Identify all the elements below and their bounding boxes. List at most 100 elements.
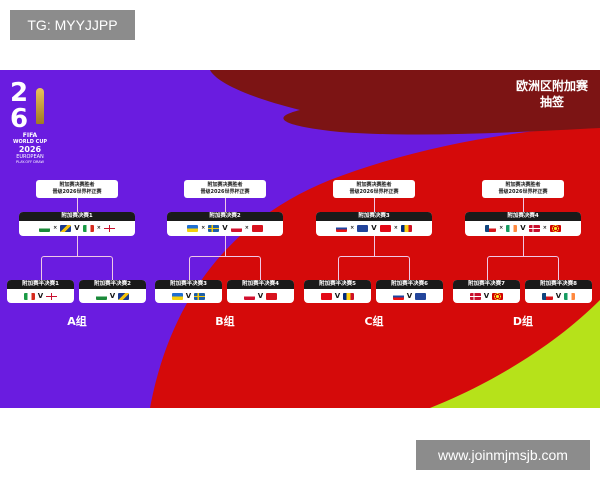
flag-svk-icon: [336, 224, 348, 232]
semifinal-label: 附加赛半决赛5: [304, 280, 371, 289]
flag-den-icon: [528, 224, 540, 232]
flag-bih-icon: [60, 224, 72, 232]
winner-line2: 晋级2026世界杯正赛: [52, 189, 102, 195]
semifinal-matchup: V: [155, 289, 222, 303]
versus-label: V: [257, 292, 264, 300]
flag-svk-icon: [392, 292, 404, 300]
semifinal-matchup: V: [227, 289, 294, 303]
bracket-connector: [338, 256, 410, 280]
semifinal-matchup: V: [376, 289, 443, 303]
winner-box: 附加赛决赛胜者 晋级2026世界杯正赛: [333, 180, 415, 198]
final-label: 附加赛决赛4: [465, 212, 581, 221]
flag-swe-icon: [208, 224, 220, 232]
final-matchup: × V ×: [316, 221, 432, 235]
times-icon: ×: [350, 225, 355, 231]
logo-line1: WORLD CUP: [12, 139, 48, 145]
versus-label: V: [483, 292, 490, 300]
times-icon: ×: [393, 225, 398, 231]
times-icon: ×: [542, 225, 547, 231]
winner-line1: 附加赛决赛胜者: [505, 181, 541, 188]
flag-wal-icon: [39, 224, 51, 232]
maroon-area: [210, 70, 600, 135]
connector-line: [225, 236, 226, 256]
semifinal-match-box: 附加赛半决赛6 V: [376, 280, 443, 303]
poster-title: 欧洲区附加赛 抽签: [516, 78, 588, 110]
connector-line: [523, 236, 524, 256]
winner-box: 附加赛决赛胜者 晋级2026世界杯正赛: [36, 180, 118, 198]
bracket-connector: [487, 256, 559, 280]
winner-line2: 晋级2026世界杯正赛: [200, 189, 250, 195]
final-label: 附加赛决赛1: [19, 212, 135, 221]
semifinal-matchup: V: [525, 289, 592, 303]
final-label: 附加赛决赛3: [316, 212, 432, 221]
watermark-bottom: www.joinmjmsjb.com: [416, 440, 590, 470]
group-label: A组: [67, 315, 87, 328]
final-match-box: 附加赛决赛4 × V ×: [465, 212, 581, 236]
winner-line2: 晋级2026世界杯正赛: [349, 189, 399, 195]
final-matchup: × V ×: [167, 221, 283, 235]
flag-tur-icon: [320, 292, 332, 300]
flag-nir-icon: [46, 292, 58, 300]
group-label: B组: [215, 315, 235, 328]
logo-line2: 2026: [18, 145, 42, 154]
poster-background: [0, 70, 600, 408]
flag-irl-icon: [564, 292, 576, 300]
versus-label: V: [222, 224, 228, 232]
winner-box: 附加赛决赛胜者 晋级2026世界杯正赛: [184, 180, 266, 198]
logo-line4: PLAY-OFF DRAW: [16, 160, 44, 164]
watermark-top: TG: MYYJJPP: [10, 10, 135, 40]
semifinal-label: 附加赛半决赛7: [453, 280, 520, 289]
flag-pol-icon: [230, 224, 242, 232]
semifinal-label: 附加赛半决赛2: [79, 280, 146, 289]
trophy-icon: [36, 88, 44, 124]
semifinal-match-box: 附加赛半决赛2 V: [79, 280, 146, 303]
flag-cze-icon: [541, 292, 553, 300]
flag-rou-icon: [400, 224, 412, 232]
winner-line2: 晋级2026世界杯正赛: [498, 189, 548, 195]
logo-numbers: 2 6: [8, 80, 52, 132]
winner-line1: 附加赛决赛胜者: [207, 181, 243, 188]
flag-ukr-icon: [187, 224, 199, 232]
flag-mkd-icon: [549, 224, 561, 232]
semifinal-match-box: 附加赛半决赛5 V: [304, 280, 371, 303]
versus-label: V: [334, 292, 341, 300]
lime-area: [430, 300, 600, 408]
bracket-connector: [189, 256, 261, 280]
versus-label: V: [406, 292, 413, 300]
flag-alb-icon: [266, 292, 278, 300]
times-icon: ×: [53, 225, 58, 231]
semifinal-label: 附加赛半决赛3: [155, 280, 222, 289]
versus-label: V: [109, 292, 116, 300]
flag-rou-icon: [343, 292, 355, 300]
logo-number-bottom: 6: [10, 104, 29, 134]
flag-wal-icon: [95, 292, 107, 300]
logo-fifa: FIFA: [22, 132, 38, 139]
connector-line: [374, 236, 375, 256]
flag-kos-icon: [415, 292, 427, 300]
playoff-draw-poster: 2 6 FIFA WORLD CUP 2026 EUROPEAN PLAY-OF…: [0, 70, 600, 408]
flag-cze-icon: [485, 224, 497, 232]
flag-ita-icon: [82, 224, 94, 232]
times-icon: ×: [201, 225, 206, 231]
flag-alb-icon: [251, 224, 263, 232]
versus-label: V: [37, 292, 44, 300]
flag-kos-icon: [357, 224, 369, 232]
bracket-connector: [41, 256, 113, 280]
final-match-box: 附加赛决赛3 × V ×: [316, 212, 432, 236]
versus-label: V: [185, 292, 192, 300]
versus-label: V: [520, 224, 526, 232]
semifinal-matchup: V: [79, 289, 146, 303]
flag-irl-icon: [506, 224, 518, 232]
versus-label: V: [74, 224, 80, 232]
final-match-box: 附加赛决赛1 × V ×: [19, 212, 135, 236]
connector-line: [374, 198, 375, 212]
flag-mkd-icon: [492, 292, 504, 300]
winner-box: 附加赛决赛胜者 晋级2026世界杯正赛: [482, 180, 564, 198]
world-cup-logo: 2 6 FIFA WORLD CUP 2026 EUROPEAN PLAY-OF…: [8, 80, 52, 165]
semifinal-match-box: 附加赛半决赛3 V: [155, 280, 222, 303]
flag-ukr-icon: [171, 292, 183, 300]
times-icon: ×: [244, 225, 249, 231]
semifinal-label: 附加赛半决赛8: [525, 280, 592, 289]
semifinal-match-box: 附加赛半决赛7 V: [453, 280, 520, 303]
final-match-box: 附加赛决赛2 × V ×: [167, 212, 283, 236]
